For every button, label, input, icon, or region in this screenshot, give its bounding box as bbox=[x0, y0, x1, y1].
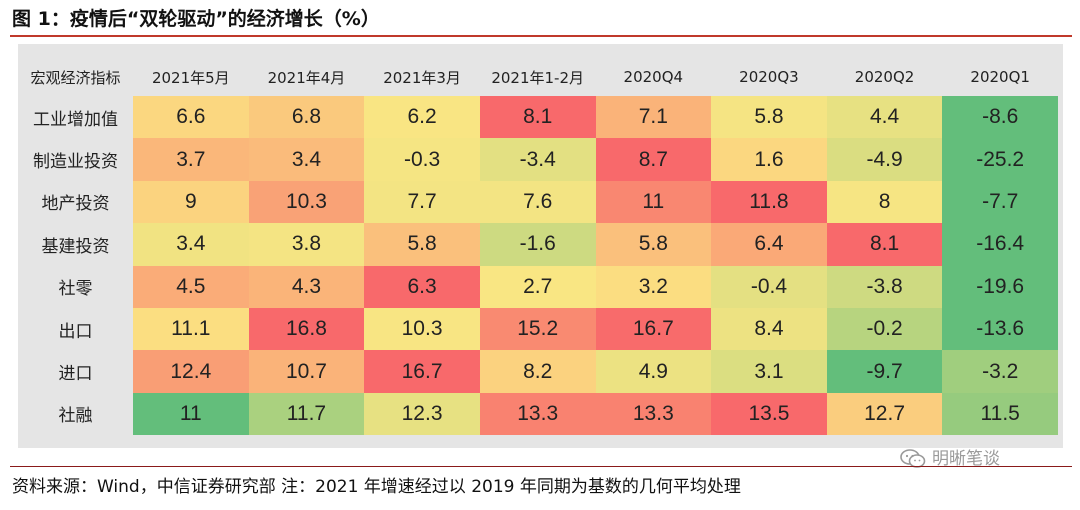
heatmap-cell: 8.7 bbox=[595, 138, 712, 181]
heatmap-cell: -19.6 bbox=[942, 265, 1058, 308]
row-label: 地产投资 bbox=[41, 194, 110, 215]
table-row: 工业增加值 6.6 6.8 6.2 8.1 7.1 5.8 4.4 -8.6 bbox=[18, 96, 1058, 139]
heatmap-cell: 12.3 bbox=[364, 392, 480, 436]
heatmap-cell: 11.8 bbox=[711, 180, 827, 224]
heatmap-cell: 1.6 bbox=[711, 138, 827, 181]
source-note: 资料来源：Wind，中信证券研究部 注：2021 年增速经过以 2019 年同期… bbox=[12, 477, 741, 497]
heatmap-cell: 11.7 bbox=[248, 392, 365, 436]
title-underline bbox=[10, 35, 1072, 37]
column-header: 2020Q1 bbox=[970, 68, 1030, 86]
heatmap-cell: 5.8 bbox=[711, 96, 827, 139]
heatmap-cell: 2.7 bbox=[479, 265, 596, 308]
heatmap-cell: 7.7 bbox=[364, 180, 480, 224]
column-header: 2020Q3 bbox=[739, 68, 799, 86]
heatmap-cell: 7.6 bbox=[479, 180, 596, 224]
heatmap-cell: -9.7 bbox=[826, 350, 943, 393]
table-row: 出口 11.1 16.8 10.3 15.2 16.7 8.4 -0.2 -13.6 bbox=[18, 307, 1058, 351]
heatmap-cell: 13.5 bbox=[711, 392, 827, 436]
row-label: 出口 bbox=[58, 321, 93, 342]
column-header: 2021年4月 bbox=[267, 68, 346, 87]
heatmap-cell: 12.4 bbox=[133, 350, 249, 393]
heatmap-cell: 16.7 bbox=[364, 350, 480, 393]
heatmap-cell: 10.7 bbox=[248, 350, 365, 393]
row-label: 工业增加值 bbox=[33, 109, 118, 130]
heatmap-cell: 3.2 bbox=[595, 265, 712, 308]
heatmap-cell: 15.2 bbox=[479, 307, 596, 351]
heatmap-cell: -0.3 bbox=[364, 138, 480, 181]
heatmap-cell: -3.4 bbox=[479, 138, 596, 181]
heatmap-cell: -3.8 bbox=[826, 265, 943, 308]
heatmap-cell: -16.4 bbox=[942, 223, 1058, 266]
heatmap-cell: -13.6 bbox=[942, 307, 1058, 351]
table-row: 社融 11 11.7 12.3 13.3 13.3 13.5 12.7 11.5 bbox=[18, 392, 1058, 436]
heatmap-cell: -7.7 bbox=[942, 180, 1058, 224]
table-row: 社零 4.5 4.3 6.3 2.7 3.2 -0.4 -3.8 -19.6 bbox=[18, 265, 1058, 308]
row-label: 基建投资 bbox=[41, 236, 110, 257]
heatmap-cell: 4.9 bbox=[595, 350, 712, 393]
heatmap-cell: 4.4 bbox=[826, 96, 943, 139]
column-header: 2020Q4 bbox=[623, 68, 684, 86]
row-label: 进口 bbox=[58, 364, 93, 385]
chart-title: 图 1：疫情后“双轮驱动”的经济增长（%） bbox=[12, 8, 380, 30]
row-label: 社零 bbox=[58, 279, 93, 300]
footer-rule bbox=[10, 466, 1072, 467]
heatmap-cell: 5.8 bbox=[595, 223, 712, 266]
heatmap-cell: -3.2 bbox=[942, 350, 1058, 393]
header-row: 宏观经济指标 2021年5月 2021年4月 2021年3月 2021年1-2月 202… bbox=[18, 58, 1058, 96]
heatmap-cell: 12.7 bbox=[826, 392, 943, 436]
column-header: 2021年5月 bbox=[151, 68, 230, 87]
heatmap-cell: 6.4 bbox=[711, 223, 827, 266]
heatmap-cell: 4.3 bbox=[248, 265, 365, 308]
table-row: 制造业投资 3.7 3.4 -0.3 -3.4 8.7 1.6 -4.9 -25.2 bbox=[18, 138, 1058, 181]
heatmap-cell: -4.9 bbox=[826, 138, 943, 181]
heatmap-cell: -25.2 bbox=[942, 138, 1058, 181]
row-label: 社融 bbox=[58, 406, 93, 427]
heatmap-cell: 5.8 bbox=[364, 223, 480, 266]
heatmap-cell: 13.3 bbox=[595, 392, 712, 436]
heatmap-cell: 8.1 bbox=[826, 223, 943, 266]
table-row: 基建投资 3.4 3.8 5.8 -1.6 5.8 6.4 8.1 -16.4 bbox=[18, 223, 1058, 266]
table-row: 进口 12.4 10.7 16.7 8.2 4.9 3.1 -9.7 -3.2 bbox=[18, 350, 1058, 393]
heatmap-cell: 6.3 bbox=[364, 265, 480, 308]
heatmap-cell: 8.2 bbox=[479, 350, 596, 393]
heatmap-cell: -0.2 bbox=[826, 307, 943, 351]
heatmap-cell: 6.8 bbox=[248, 96, 365, 139]
corner-label: 宏观经济指标 bbox=[30, 68, 121, 87]
watermark-text: 明晰笔谈 bbox=[932, 449, 1000, 469]
heatmap-cell: 11.5 bbox=[942, 392, 1058, 436]
heatmap-cell: 7.1 bbox=[595, 96, 712, 139]
heatmap-cell: 3.1 bbox=[711, 350, 827, 393]
watermark: 明晰笔谈 bbox=[900, 448, 1000, 470]
heatmap-cell: 11 bbox=[595, 180, 712, 224]
heatmap-table: 宏观经济指标 2021年5月 2021年4月 2021年3月 2021年1-2月 202… bbox=[18, 58, 1058, 436]
wechat-icon bbox=[900, 449, 926, 468]
heatmap-cell: 11 bbox=[133, 392, 249, 436]
heatmap-cell: 11.1 bbox=[133, 307, 249, 351]
heatmap-cell: -0.4 bbox=[711, 265, 827, 308]
heatmap-cell: 9 bbox=[133, 180, 249, 224]
table-body: 工业增加值 6.6 6.8 6.2 8.1 7.1 5.8 4.4 -8.6 制造业投资 3.7 3.… bbox=[18, 96, 1058, 436]
heatmap-cell: 3.8 bbox=[248, 223, 365, 266]
heatmap-cell: 10.3 bbox=[248, 180, 365, 224]
column-header: 2020Q2 bbox=[854, 68, 915, 86]
heatmap-cell: 8.1 bbox=[479, 96, 596, 139]
heatmap-cell: -1.6 bbox=[479, 223, 596, 266]
column-header: 2021年1-2月 bbox=[491, 68, 585, 87]
heatmap-cell: 10.3 bbox=[364, 307, 480, 351]
row-label: 制造业投资 bbox=[33, 152, 118, 173]
column-header: 2021年3月 bbox=[383, 68, 461, 87]
heatmap-cell: 3.4 bbox=[248, 138, 365, 181]
heatmap-cell: 16.7 bbox=[595, 307, 712, 351]
heatmap-cell: 13.3 bbox=[479, 392, 596, 436]
table-row: 地产投资 9 10.3 7.7 7.6 11 11.8 8 -7.7 bbox=[18, 180, 1058, 224]
heatmap-cell: 3.7 bbox=[133, 138, 249, 181]
heatmap-cell: 3.4 bbox=[133, 223, 249, 266]
heatmap-cell: 4.5 bbox=[133, 265, 249, 308]
heatmap-cell: 8 bbox=[826, 180, 943, 224]
heatmap-cell: 6.2 bbox=[364, 96, 480, 139]
heatmap-cell: 16.8 bbox=[248, 307, 365, 351]
heatmap-cell: -8.6 bbox=[942, 96, 1058, 139]
heatmap-cell: 6.6 bbox=[133, 96, 249, 139]
heatmap-cell: 8.4 bbox=[711, 307, 827, 351]
